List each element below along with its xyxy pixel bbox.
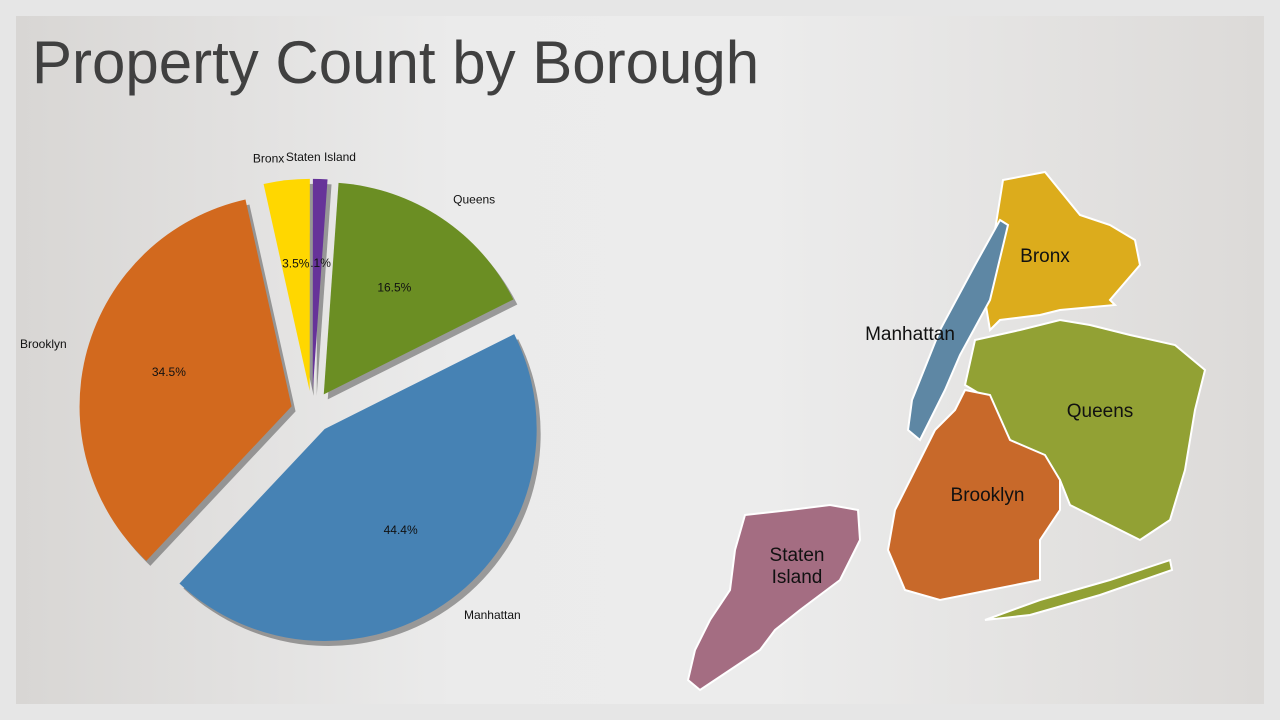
map-bronx <box>983 170 1142 333</box>
wedge <box>312 178 328 391</box>
map-label: Queens <box>1066 401 1134 422</box>
map-label: Staten Island <box>769 545 825 588</box>
map-label: Bronx <box>1020 246 1070 267</box>
wedge <box>179 334 537 642</box>
wedge-label: Manhattan <box>464 608 521 622</box>
value-label: 3.5% <box>282 257 310 271</box>
wedge-label: Brooklyn <box>20 337 67 351</box>
wedge <box>323 182 514 395</box>
wedge-label: Staten Island <box>286 150 356 164</box>
map-label: Manhattan <box>865 324 955 345</box>
map-label: Brooklyn <box>950 485 1025 506</box>
value-label: 1.1% <box>304 256 332 270</box>
value-label: 34.5% <box>152 365 186 379</box>
map-manhattan <box>906 218 1010 442</box>
map-brooklyn <box>886 388 1061 602</box>
value-label: 44.4% <box>384 523 418 537</box>
wedge-label: Queens <box>453 193 495 207</box>
wedge <box>263 178 310 391</box>
chart-title: Property Count by Borough <box>32 29 760 96</box>
map <box>686 170 1207 692</box>
map-staten-island <box>686 503 862 692</box>
wedge-label: Bronx <box>253 151 284 165</box>
value-label: 16.5% <box>377 281 411 295</box>
wedge <box>79 199 292 561</box>
